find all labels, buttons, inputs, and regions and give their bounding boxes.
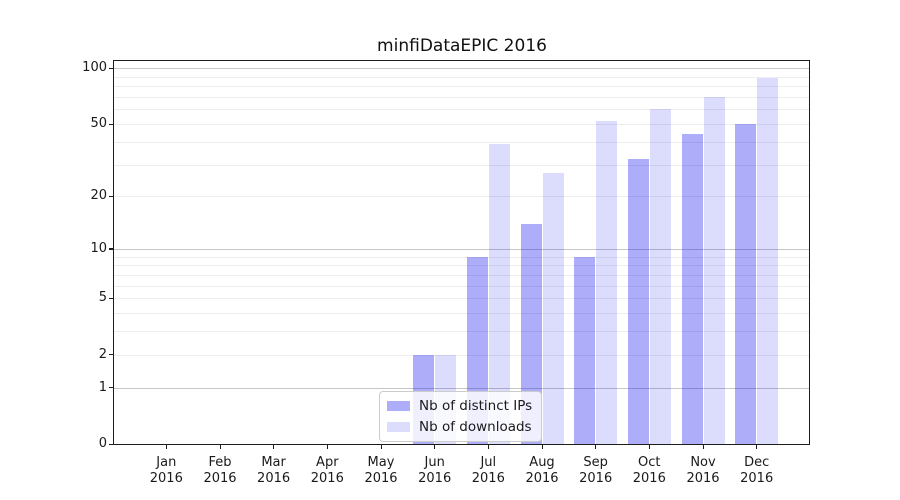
bar-downloads-jul (488, 143, 510, 444)
x-axis-tick (380, 444, 382, 449)
y-axis-tick-label: 20 (90, 188, 107, 204)
y-axis-tick-label: 50 (90, 116, 107, 131)
gridline-minor (114, 354, 810, 356)
x-axis-tick (541, 444, 543, 449)
y-axis-tick (109, 123, 114, 125)
legend: Nb of distinct IPs Nb of downloads (379, 391, 543, 442)
chart-title: minfiDataEPIC 2016 (377, 36, 547, 56)
y-axis-tick (109, 248, 114, 250)
x-axis-tick-label: Sep 2016 (579, 455, 613, 486)
x-axis-tick (702, 444, 704, 449)
gridline-minor (114, 86, 810, 88)
bar-downloads-oct (649, 109, 671, 444)
y-axis-tick (109, 195, 114, 197)
x-axis-tick-label: Feb 2016 (203, 455, 237, 486)
gridline-minor (114, 109, 810, 111)
x-axis-tick (273, 444, 275, 449)
gridline-minor (114, 124, 810, 125)
bar-distinct-ips-nov (681, 134, 703, 444)
gridline-minor (114, 141, 810, 143)
bar-downloads-dec (757, 77, 779, 444)
y-axis-tick-label: 5 (98, 290, 107, 306)
x-axis-tick-label: Jun 2016 (418, 455, 452, 486)
y-axis-tick (109, 387, 114, 389)
gridline-minor (114, 76, 810, 78)
bar-downloads-sep (596, 120, 618, 444)
gridline-minor (114, 196, 810, 198)
legend-swatch-downloads (387, 422, 410, 432)
gridline-minor (114, 256, 810, 258)
x-axis-tick-label: Mar 2016 (257, 455, 291, 486)
y-axis-tick-label: 100 (82, 60, 107, 76)
x-axis-tick-label: Oct 2016 (632, 455, 666, 486)
gridline-minor (114, 274, 810, 276)
y-axis-tick (109, 67, 114, 70)
legend-label: Nb of distinct IPs (419, 398, 533, 414)
y-axis-tick (109, 354, 114, 356)
legend-item: Nb of downloads (387, 419, 532, 435)
y-axis-tick (109, 297, 114, 299)
bar-downloads-nov (703, 97, 725, 444)
x-axis-tick-label: Dec 2016 (740, 455, 774, 486)
gridline-major (114, 248, 810, 250)
gridline-major (114, 387, 810, 389)
legend-label: Nb of downloads (419, 419, 532, 435)
gridline-minor (114, 331, 810, 333)
x-axis-tick (648, 444, 650, 449)
y-axis-tick-label: 1 (98, 379, 107, 395)
bar-downloads-aug (542, 172, 564, 444)
x-axis-tick (487, 444, 489, 449)
x-axis-tick (756, 444, 758, 449)
y-axis-tick-label: 0 (98, 436, 107, 451)
y-axis-tick-label: 10 (90, 240, 107, 256)
x-axis-tick (434, 444, 436, 449)
gridline-minor (114, 285, 810, 287)
gridline-major (114, 68, 810, 70)
gridline-minor (114, 313, 810, 314)
x-axis-tick-label: Jan 2016 (149, 455, 183, 486)
bar-distinct-ips-oct (627, 159, 649, 444)
x-axis-tick-label: May 2016 (364, 455, 398, 486)
x-axis-tick (326, 444, 328, 449)
x-axis-tick-label: Jul 2016 (471, 455, 505, 486)
gridline-minor (114, 265, 810, 267)
x-axis-tick (165, 444, 167, 449)
legend-swatch-distinct-ips (387, 401, 410, 411)
x-axis-tick-label: Nov 2016 (686, 455, 720, 486)
x-axis-tick (219, 444, 221, 449)
x-axis-tick-label: Apr 2016 (310, 455, 344, 486)
bar-distinct-ips-dec (735, 124, 757, 444)
y-axis-tick-label: 2 (98, 346, 107, 362)
gridline-minor (114, 164, 810, 166)
x-axis-tick-label: Aug 2016 (525, 455, 559, 486)
bar-distinct-ips-sep (574, 256, 596, 444)
x-axis-tick (595, 444, 597, 449)
legend-item: Nb of distinct IPs (387, 398, 532, 414)
y-axis-tick (109, 443, 114, 445)
gridline-minor (114, 298, 810, 300)
gridline-minor (114, 97, 810, 99)
bar-distinct-ips-aug (520, 223, 542, 444)
